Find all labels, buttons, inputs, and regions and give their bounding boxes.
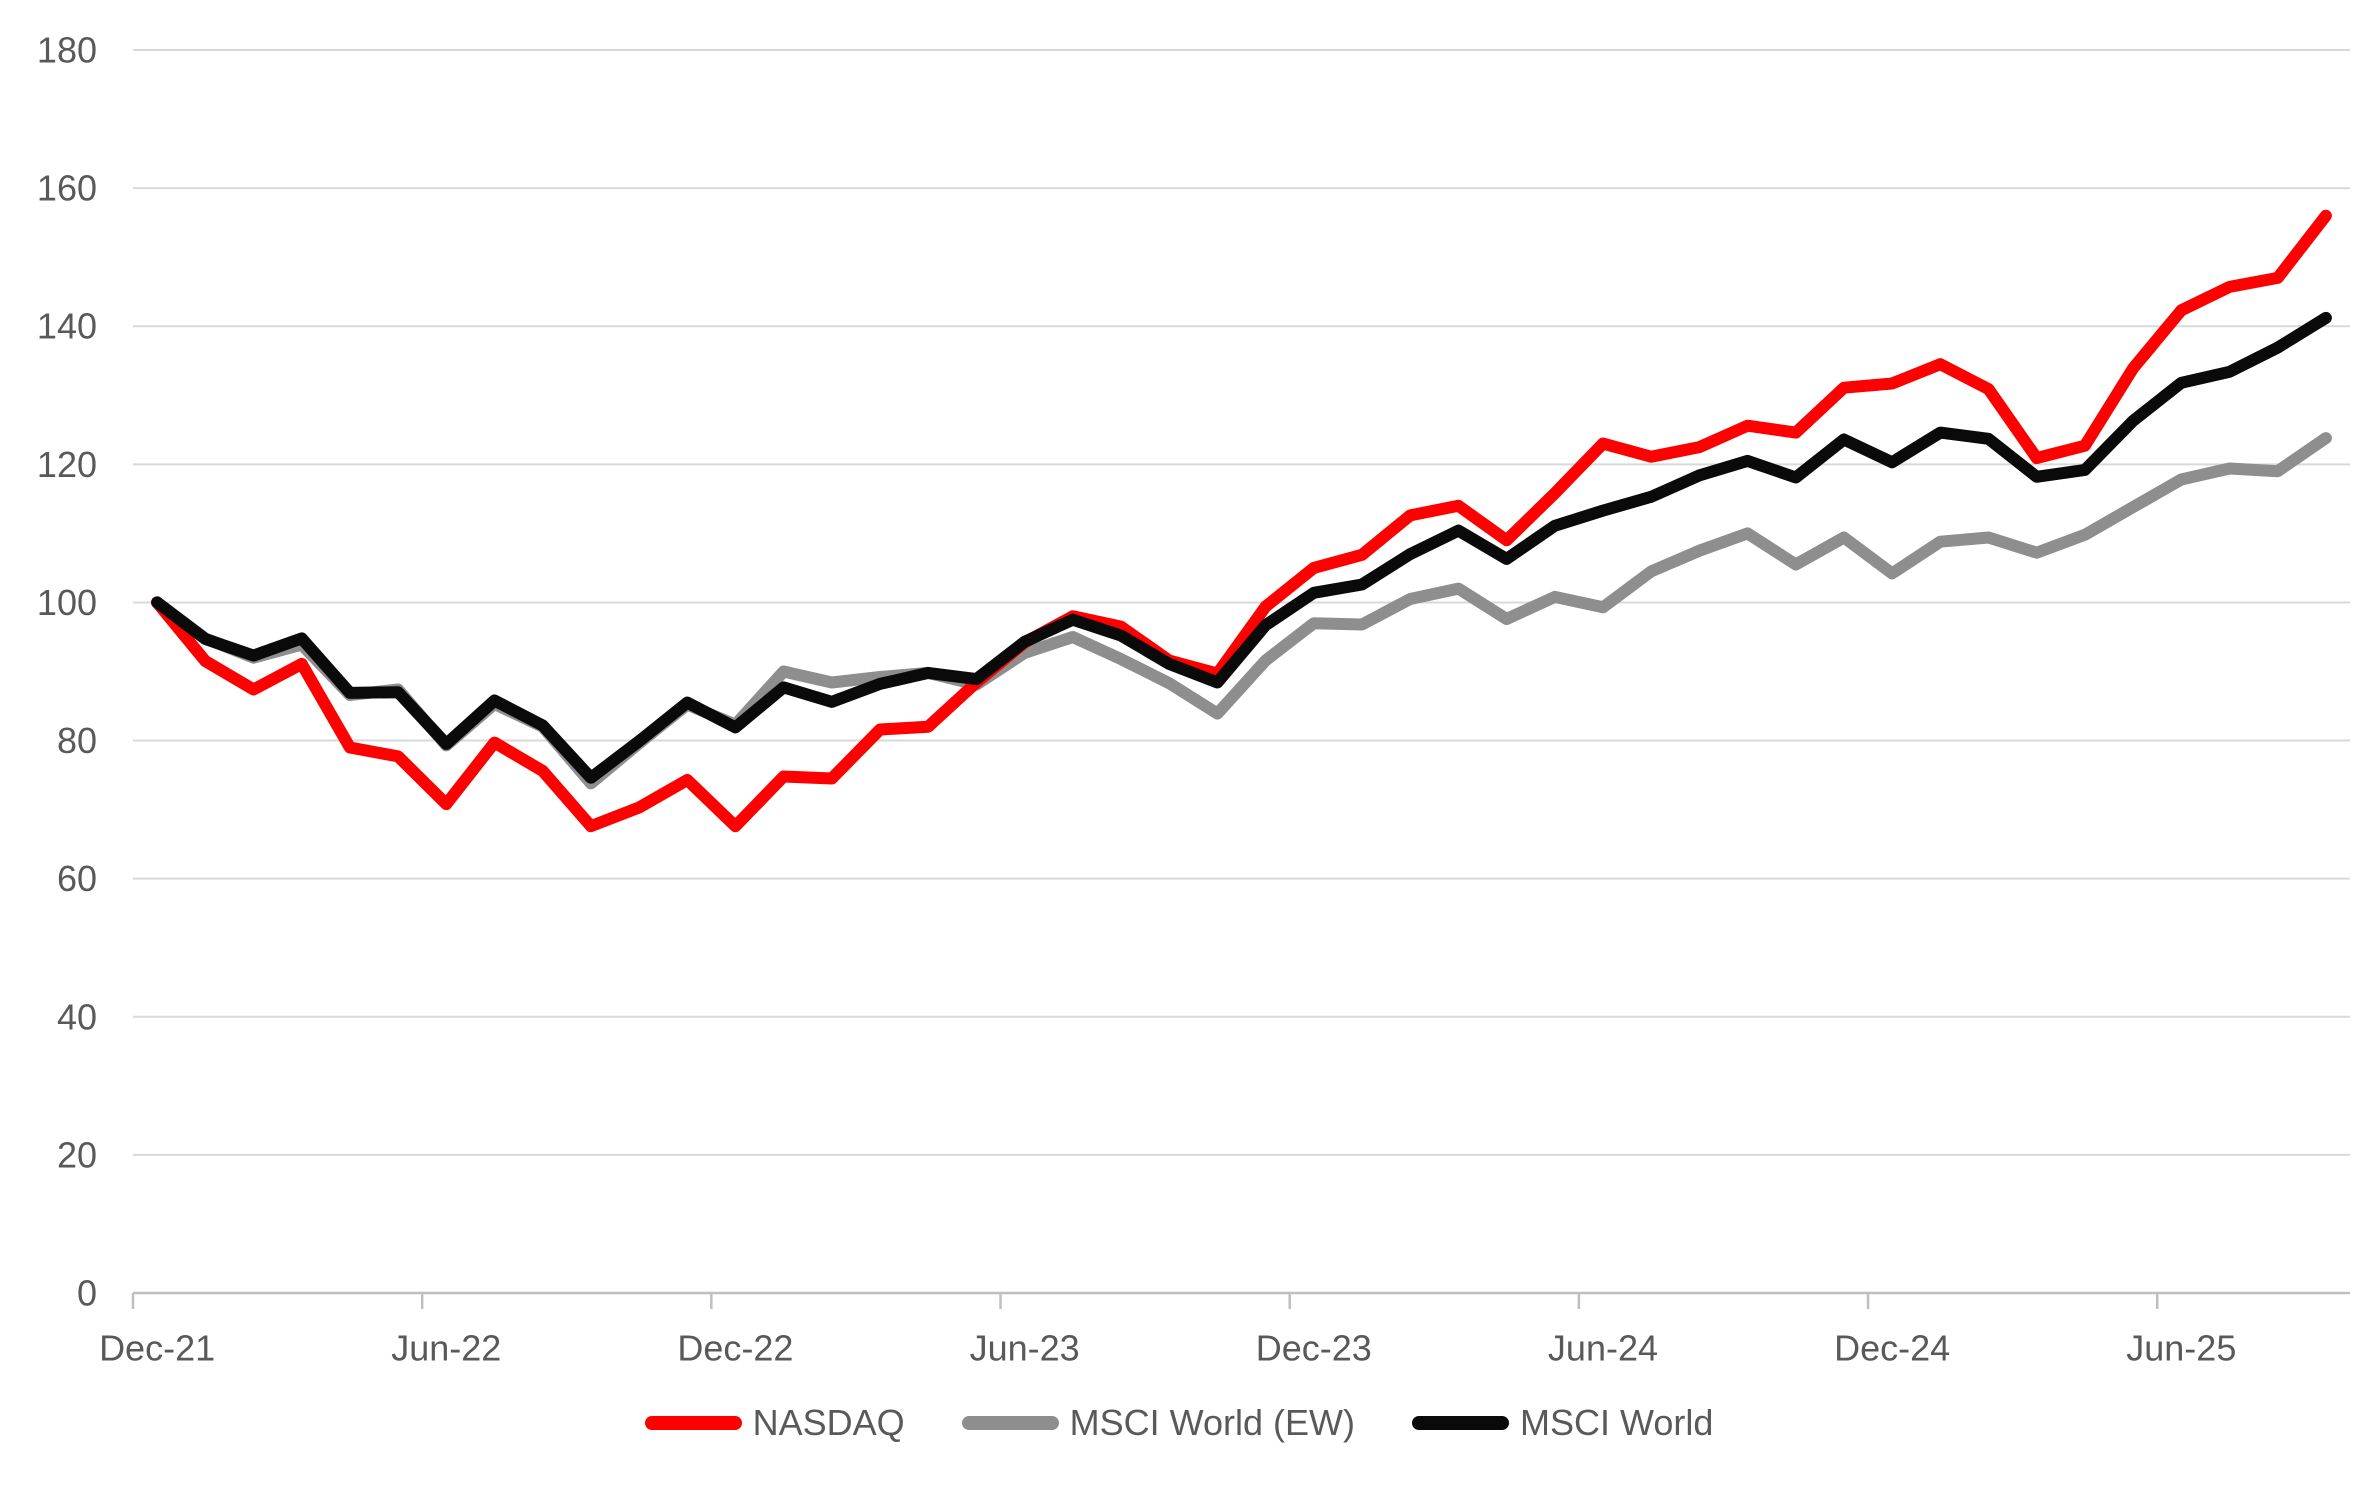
- x-axis-tick-label: Jun-23: [970, 1328, 1080, 1369]
- y-axis-tick-label: 160: [37, 168, 97, 209]
- legend-item-msci-world: MSCI World: [1412, 1402, 1713, 1444]
- series-line-nasdaq: [151, 209, 2332, 833]
- y-axis-tick-label: 120: [37, 444, 97, 485]
- legend-label-msci-world: MSCI World: [1520, 1402, 1714, 1443]
- x-axis-tick-label: Dec-23: [1256, 1328, 1372, 1369]
- msci-world-ew-line-swatch-icon: [961, 1416, 1059, 1430]
- y-axis-tick-label: 40: [57, 996, 97, 1037]
- series-line-msci-world-ew: [151, 432, 2332, 790]
- legend-label-msci-world-ew: MSCI World (EW): [1069, 1402, 1355, 1443]
- msci-world-line-swatch-icon: [1412, 1416, 1509, 1430]
- y-axis-tick-label: 80: [57, 720, 97, 761]
- x-axis-tick-label: Dec-22: [677, 1328, 793, 1369]
- x-axis-tick-label: Jun-22: [391, 1328, 501, 1369]
- x-axis-tick-label: Jun-25: [2126, 1328, 2236, 1369]
- y-axis-tick-label: 100: [37, 582, 97, 623]
- y-axis-tick-label: 180: [37, 30, 97, 71]
- y-axis-tick-label: 140: [37, 306, 97, 347]
- y-axis-tick-label: 60: [57, 858, 97, 899]
- y-axis-tick-label: 0: [77, 1273, 97, 1314]
- legend-item-nasdaq: NASDAQ: [644, 1402, 905, 1444]
- legend-label-nasdaq: NASDAQ: [752, 1402, 905, 1443]
- chart-legend: NASDAQ MSCI World (EW) MSCI World: [0, 1402, 2358, 1444]
- legend-item-msci-world-ew: MSCI World (EW): [961, 1402, 1355, 1444]
- x-axis-tick-label: Dec-21: [99, 1328, 215, 1369]
- y-axis-tick-label: 20: [57, 1134, 97, 1175]
- series-line-msci-world: [151, 311, 2332, 784]
- x-axis-tick-label: Dec-24: [1834, 1328, 1950, 1369]
- x-axis-tick-label: Jun-24: [1548, 1328, 1658, 1369]
- nasdaq-line-swatch-icon: [644, 1416, 742, 1430]
